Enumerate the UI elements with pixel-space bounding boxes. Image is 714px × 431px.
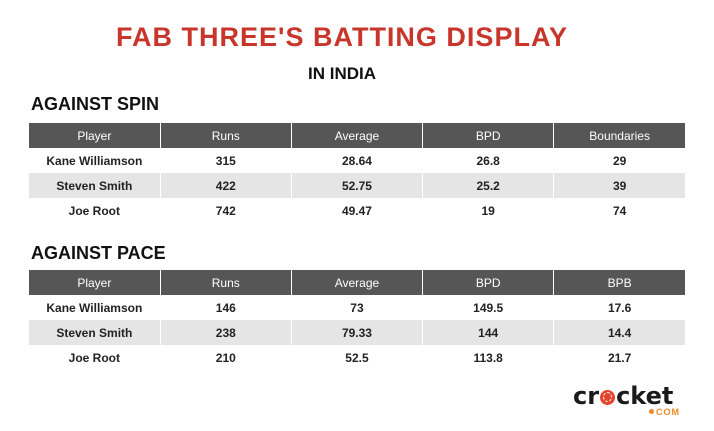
column-header-player: Player (29, 123, 161, 148)
pace-stats-table: Player Runs Average BPD BPB Kane William… (29, 270, 685, 370)
runs-cell: 422 (159, 173, 292, 198)
player-name-cell: Joe Root (68, 350, 121, 365)
player-name-cell: Kane Williamson (46, 300, 143, 315)
average-cell: 28.64 (290, 148, 423, 173)
average-cell: 52.75 (290, 173, 423, 198)
player-name-cell: Steven Smith (29, 320, 161, 345)
column-header-runs: Runs (159, 123, 292, 148)
column-header-boundaries: Boundaries (553, 123, 685, 148)
player-name-cell: Joe Root (68, 203, 121, 218)
average-cell: 79.33 (290, 320, 423, 345)
column-header-average: Average (290, 123, 423, 148)
boundaries-cell: 74 (553, 198, 685, 223)
average-cell: 52.5 (290, 345, 423, 370)
column-header-runs: Runs (159, 270, 292, 295)
column-header-bpd: BPD (422, 123, 554, 148)
bpd-cell: 144 (422, 320, 554, 345)
table-row: Steven Smith 238 79.33 144 14.4 (29, 320, 685, 345)
page-subtitle: IN INDIA (308, 64, 376, 83)
page-title: FAB THREE'S BATTING DISPLAY (116, 22, 568, 52)
table-row: Kane Williamson 315 28.64 26.8 29 (29, 148, 685, 173)
player-name-cell: Steven Smith (29, 173, 161, 198)
logo-suffix-text: COM (656, 407, 680, 417)
spin-section-heading: AGAINST SPIN (31, 94, 160, 114)
bpd-cell: 19 (422, 198, 554, 223)
bpb-cell: 14.4 (553, 320, 685, 345)
player-name-cell: Kane Williamson (46, 153, 143, 168)
column-header-bpb: BPB (553, 270, 685, 295)
bpd-cell: 113.8 (422, 345, 554, 370)
bpd-cell: 149.5 (422, 295, 554, 320)
runs-cell: 315 (159, 148, 292, 173)
logo-domain-suffix: COM (649, 407, 680, 417)
bpd-cell: 26.8 (422, 148, 554, 173)
column-header-bpd: BPD (422, 270, 554, 295)
table-row: Kane Williamson 146 73 149.5 17.6 (29, 295, 685, 320)
runs-cell: 742 (159, 198, 292, 223)
runs-cell: 146 (159, 295, 292, 320)
average-cell: 49.47 (290, 198, 423, 223)
table-header-row: Player Runs Average BPD BPB (29, 270, 685, 295)
cricket-ball-icon (600, 390, 616, 405)
table-row: Joe Root 210 52.5 113.8 21.7 (29, 345, 685, 370)
logo-word-start: cr (573, 382, 600, 410)
bpb-cell: 17.6 (553, 295, 685, 320)
table-row: Steven Smith 422 52.75 25.2 39 (29, 173, 685, 198)
boundaries-cell: 39 (553, 173, 685, 198)
table-row: Joe Root 742 49.47 19 74 (29, 198, 685, 223)
pace-section-heading: AGAINST PACE (31, 243, 166, 263)
bpb-cell: 21.7 (553, 345, 685, 370)
column-header-player: Player (29, 270, 161, 295)
logo-word-end: cket (616, 382, 674, 410)
cricket-com-logo: cr cket COM (573, 383, 689, 419)
runs-cell: 238 (159, 320, 292, 345)
logo-wordmark: cr cket (573, 383, 673, 409)
bpd-cell: 25.2 (422, 173, 554, 198)
boundaries-cell: 29 (553, 148, 685, 173)
spin-stats-table: Player Runs Average BPD Boundaries Kane … (29, 123, 685, 223)
column-header-average: Average (290, 270, 423, 295)
runs-cell: 210 (159, 345, 292, 370)
average-cell: 73 (290, 295, 423, 320)
table-header-row: Player Runs Average BPD Boundaries (29, 123, 685, 148)
dot-icon (649, 409, 654, 414)
